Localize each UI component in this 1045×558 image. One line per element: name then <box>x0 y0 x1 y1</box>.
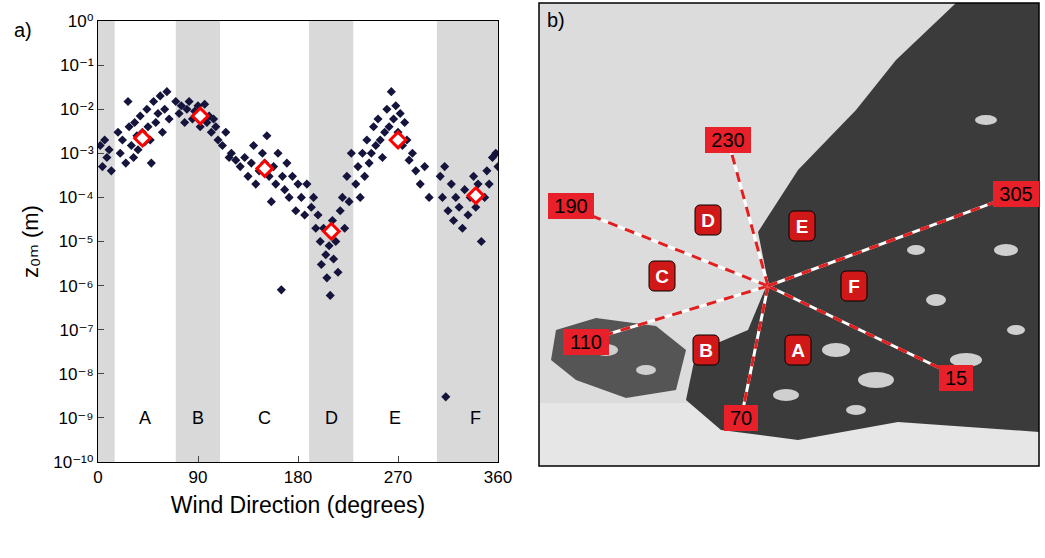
svg-text:10⁻¹⁰: 10⁻¹⁰ <box>53 453 94 472</box>
svg-text:A: A <box>139 408 151 428</box>
svg-text:10⁻⁸: 10⁻⁸ <box>59 365 94 384</box>
svg-text:a): a) <box>14 19 32 41</box>
svg-text:180: 180 <box>284 468 312 487</box>
svg-text:110: 110 <box>570 331 602 353</box>
svg-text:10⁰: 10⁰ <box>68 12 94 31</box>
svg-text:D: D <box>325 408 338 428</box>
svg-text:360: 360 <box>484 468 512 487</box>
svg-text:Wind Direction (degrees): Wind Direction (degrees) <box>171 492 425 518</box>
svg-text:90: 90 <box>189 468 208 487</box>
svg-text:B: B <box>699 340 713 361</box>
svg-text:B: B <box>192 408 204 428</box>
svg-text:F: F <box>848 276 860 297</box>
svg-text:10⁻⁹: 10⁻⁹ <box>58 409 93 428</box>
svg-text:A: A <box>791 340 805 361</box>
svg-text:10⁻⁵: 10⁻⁵ <box>59 232 94 251</box>
svg-text:70: 70 <box>730 407 752 429</box>
svg-text:230: 230 <box>711 129 744 151</box>
svg-text:270: 270 <box>384 468 412 487</box>
svg-text:b): b) <box>547 9 565 31</box>
svg-text:305: 305 <box>999 183 1032 205</box>
svg-text:10⁻⁶: 10⁻⁶ <box>59 277 94 296</box>
svg-text:0: 0 <box>93 468 102 487</box>
svg-text:15: 15 <box>945 367 967 389</box>
svg-text:C: C <box>655 266 669 287</box>
svg-text:10⁻³: 10⁻³ <box>60 144 94 163</box>
svg-text:E: E <box>389 408 401 428</box>
svg-text:z₀ₘ (m): z₀ₘ (m) <box>18 205 43 278</box>
svg-text:10⁻¹: 10⁻¹ <box>60 56 94 75</box>
svg-text:190: 190 <box>554 195 587 217</box>
svg-text:D: D <box>701 210 715 231</box>
svg-text:10⁻⁷: 10⁻⁷ <box>60 321 94 340</box>
svg-text:C: C <box>258 408 271 428</box>
svg-text:E: E <box>796 216 809 237</box>
svg-text:10⁻⁴: 10⁻⁴ <box>58 188 93 207</box>
svg-text:F: F <box>470 408 481 428</box>
svg-text:10⁻²: 10⁻² <box>60 100 94 119</box>
